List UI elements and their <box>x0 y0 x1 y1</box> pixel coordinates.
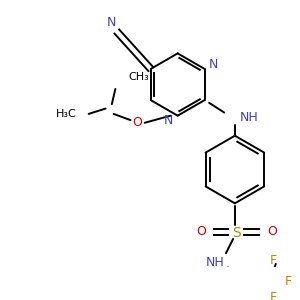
Text: N: N <box>164 114 173 127</box>
Text: NH: NH <box>240 111 259 124</box>
Text: NH: NH <box>206 256 225 269</box>
Text: O: O <box>196 225 206 238</box>
Text: F: F <box>285 275 292 288</box>
Text: CH₃: CH₃ <box>129 72 149 82</box>
Text: F: F <box>270 254 277 267</box>
Text: O: O <box>133 116 142 129</box>
Text: N: N <box>209 58 218 71</box>
Text: N: N <box>107 16 116 29</box>
Text: O: O <box>267 225 277 238</box>
Text: F: F <box>270 291 277 300</box>
Text: H₃C: H₃C <box>56 109 76 119</box>
Text: S: S <box>232 226 241 240</box>
